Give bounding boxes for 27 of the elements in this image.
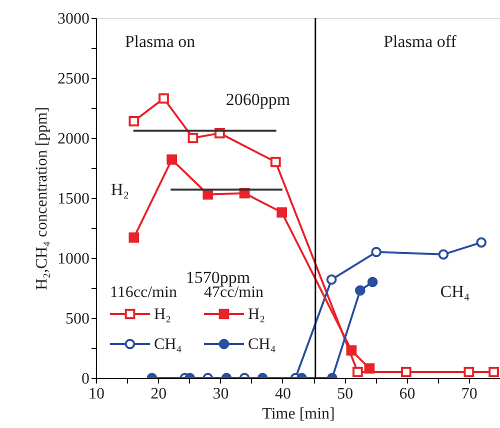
y-tick-label: 0 (82, 370, 90, 388)
legend-label: H₂ (248, 306, 266, 323)
annotation: H₂ (110, 180, 130, 199)
x-tick-label: 70 (461, 386, 478, 402)
annotation: 116cc/min (110, 284, 177, 301)
annotation: Plasma on (124, 32, 196, 51)
y-tick-label: 3000 (58, 10, 90, 28)
annotation: 1570ppm (186, 268, 250, 287)
legend-label: H₂ (154, 306, 172, 323)
x-tick-label: 40 (274, 386, 291, 402)
y-tick-label: 1000 (58, 250, 90, 268)
x-tick-label: 60 (399, 386, 416, 402)
x-tick-label: 10 (88, 386, 104, 402)
y-tick-label: 500 (66, 310, 90, 328)
x-axis-title: Time [min] (262, 406, 335, 422)
x-tick-label: 30 (212, 386, 229, 402)
y-tick-label: 1500 (58, 190, 90, 208)
x-tick-label: 20 (150, 386, 167, 402)
y-tick-label: 2500 (58, 70, 90, 88)
annotation: Plasma off (384, 32, 457, 51)
y-axis-title: H₂,CH₄ concentration [ppm] (34, 106, 50, 290)
x-tick-label: 50 (337, 386, 354, 402)
legend-label: CH₄ (154, 336, 182, 353)
annotation: 2060ppm (226, 90, 290, 109)
legend-label: CH₄ (248, 336, 276, 353)
annotation: CH₄ (440, 282, 470, 301)
y-tick-label: 2000 (58, 130, 90, 148)
